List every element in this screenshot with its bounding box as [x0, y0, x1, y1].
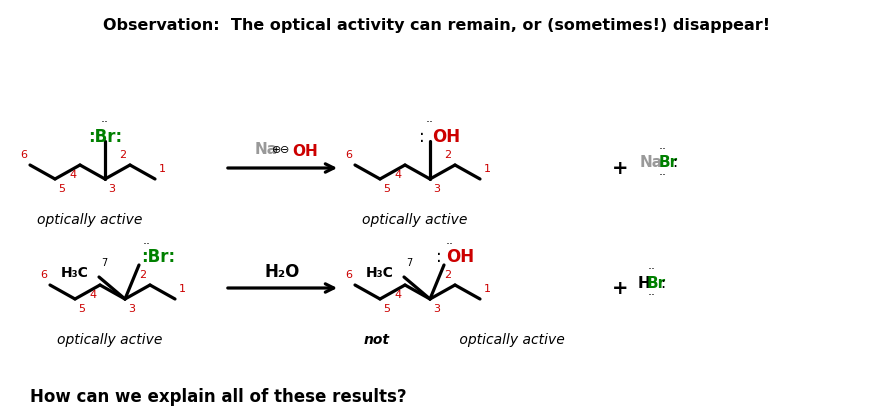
Text: H₃C: H₃C [61, 266, 89, 280]
Text: H: H [638, 275, 651, 290]
Text: :Br:: :Br: [141, 248, 175, 266]
Text: 6: 6 [345, 270, 352, 280]
Text: :: : [436, 248, 442, 266]
Text: 7: 7 [406, 258, 413, 268]
Text: 3: 3 [434, 304, 440, 314]
Text: 5: 5 [384, 304, 391, 314]
Text: 6: 6 [345, 150, 352, 160]
Text: ··: ·· [143, 239, 151, 251]
Text: ··: ·· [659, 169, 667, 182]
Text: ··: ·· [648, 264, 656, 277]
Text: 4: 4 [394, 170, 401, 180]
Text: 1: 1 [178, 284, 185, 294]
Text: not: not [364, 333, 390, 347]
Text: :: : [660, 275, 665, 290]
Text: +: + [612, 158, 628, 177]
Text: Na: Na [640, 155, 663, 171]
Text: 3: 3 [434, 184, 440, 194]
Text: 2: 2 [140, 270, 147, 280]
Text: H₂O: H₂O [264, 263, 300, 281]
Text: ··: ·· [101, 117, 109, 129]
Text: Br: Br [659, 155, 678, 171]
Text: Br: Br [647, 275, 666, 290]
Text: +: + [612, 279, 628, 297]
Text: 3: 3 [128, 304, 135, 314]
Text: How can we explain all of these results?: How can we explain all of these results? [30, 388, 406, 406]
Text: 5: 5 [59, 184, 66, 194]
Text: 1: 1 [483, 164, 490, 174]
Text: ··: ·· [446, 239, 454, 251]
Text: 4: 4 [89, 290, 96, 300]
Text: Na: Na [255, 142, 278, 157]
Text: OH: OH [292, 144, 318, 158]
Text: :: : [672, 155, 677, 171]
Text: optically active: optically active [58, 333, 163, 347]
Text: 4: 4 [394, 290, 401, 300]
Text: 5: 5 [79, 304, 86, 314]
Text: :: : [420, 128, 425, 146]
Text: ⊕: ⊕ [272, 145, 281, 155]
Text: optically active: optically active [363, 213, 468, 227]
Text: OH: OH [446, 248, 474, 266]
Text: 3: 3 [108, 184, 115, 194]
Text: 1: 1 [483, 284, 490, 294]
Text: 2: 2 [120, 150, 127, 160]
Text: optically active: optically active [455, 333, 565, 347]
Text: 7: 7 [101, 258, 108, 268]
Text: OH: OH [432, 128, 460, 146]
Text: Observation:  The optical activity can remain, or (sometimes!) disappear!: Observation: The optical activity can re… [103, 18, 771, 33]
Text: :Br:: :Br: [88, 128, 122, 146]
Text: ⊖: ⊖ [280, 145, 289, 155]
Text: ··: ·· [659, 144, 667, 157]
Text: ··: ·· [648, 290, 656, 302]
Text: 6: 6 [40, 270, 47, 280]
Text: optically active: optically active [38, 213, 142, 227]
Text: 1: 1 [158, 164, 165, 174]
Text: 2: 2 [445, 270, 452, 280]
Text: 5: 5 [384, 184, 391, 194]
Text: H₃C: H₃C [366, 266, 394, 280]
Text: 4: 4 [69, 170, 77, 180]
Text: ··: ·· [426, 117, 434, 129]
Text: 2: 2 [445, 150, 452, 160]
Text: 6: 6 [20, 150, 27, 160]
